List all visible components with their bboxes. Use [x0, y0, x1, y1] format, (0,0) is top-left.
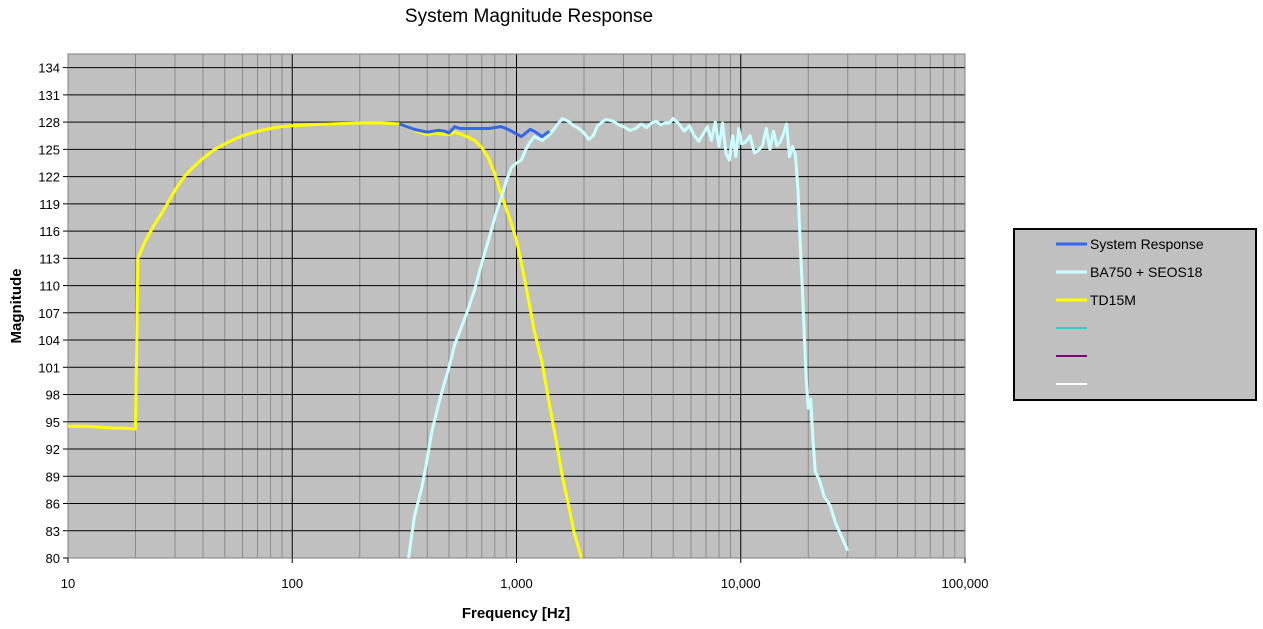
y-tick-label: 119 [39, 197, 60, 212]
x-tick-label: 100,000 [942, 576, 989, 591]
x-tick-label: 1,000 [500, 576, 533, 591]
chart-title: System Magnitude Response [405, 6, 653, 27]
y-tick-label: 131 [38, 88, 60, 103]
y-tick-label: 125 [38, 142, 60, 157]
y-tick-label: 98 [46, 388, 60, 403]
legend-box [1013, 228, 1257, 401]
x-tick-label: 10,000 [721, 576, 761, 591]
y-tick-label: 110 [39, 279, 60, 294]
y-tick-label: 89 [46, 469, 60, 484]
legend-label: TD15M [1090, 292, 1136, 308]
y-tick-label: 83 [46, 524, 60, 539]
y-tick-label: 80 [46, 551, 60, 566]
y-tick-label: 116 [39, 224, 60, 239]
x-tick-label: 100 [281, 576, 303, 591]
y-tick-label: 134 [38, 61, 60, 76]
legend-label: System Response [1090, 236, 1204, 252]
y-tick-label: 101 [38, 360, 60, 375]
y-tick-label: 122 [38, 170, 60, 185]
y-tick-label: 86 [46, 497, 60, 512]
y-tick-label: 95 [46, 415, 60, 430]
y-tick-label: 104 [38, 333, 60, 348]
y-axis-ticks: 80 83 86 89 92 95 98 101 104 107 110 113 116 119 122 12… [38, 61, 68, 566]
x-axis-title: Frequency [Hz] [462, 605, 570, 622]
series-line-system-response [398, 122, 551, 139]
x-tick-label: 10 [61, 576, 75, 591]
series-line-ba750-seos18 [407, 117, 850, 559]
y-tick-label: 92 [46, 442, 60, 457]
y-tick-label: 128 [38, 115, 60, 130]
series-layer [68, 117, 850, 559]
y-tick-label: 107 [38, 306, 60, 321]
x-axis-ticks: 10 100 1,000 10,000 100,000 [61, 558, 989, 591]
legend: System Response BA750 + SEOS18 TD15M [1013, 228, 1257, 401]
y-axis-title: Magnitude [8, 269, 25, 344]
legend-label: BA750 + SEOS18 [1090, 264, 1203, 280]
y-tick-label: 113 [39, 251, 60, 266]
minor-grid [135, 54, 956, 558]
